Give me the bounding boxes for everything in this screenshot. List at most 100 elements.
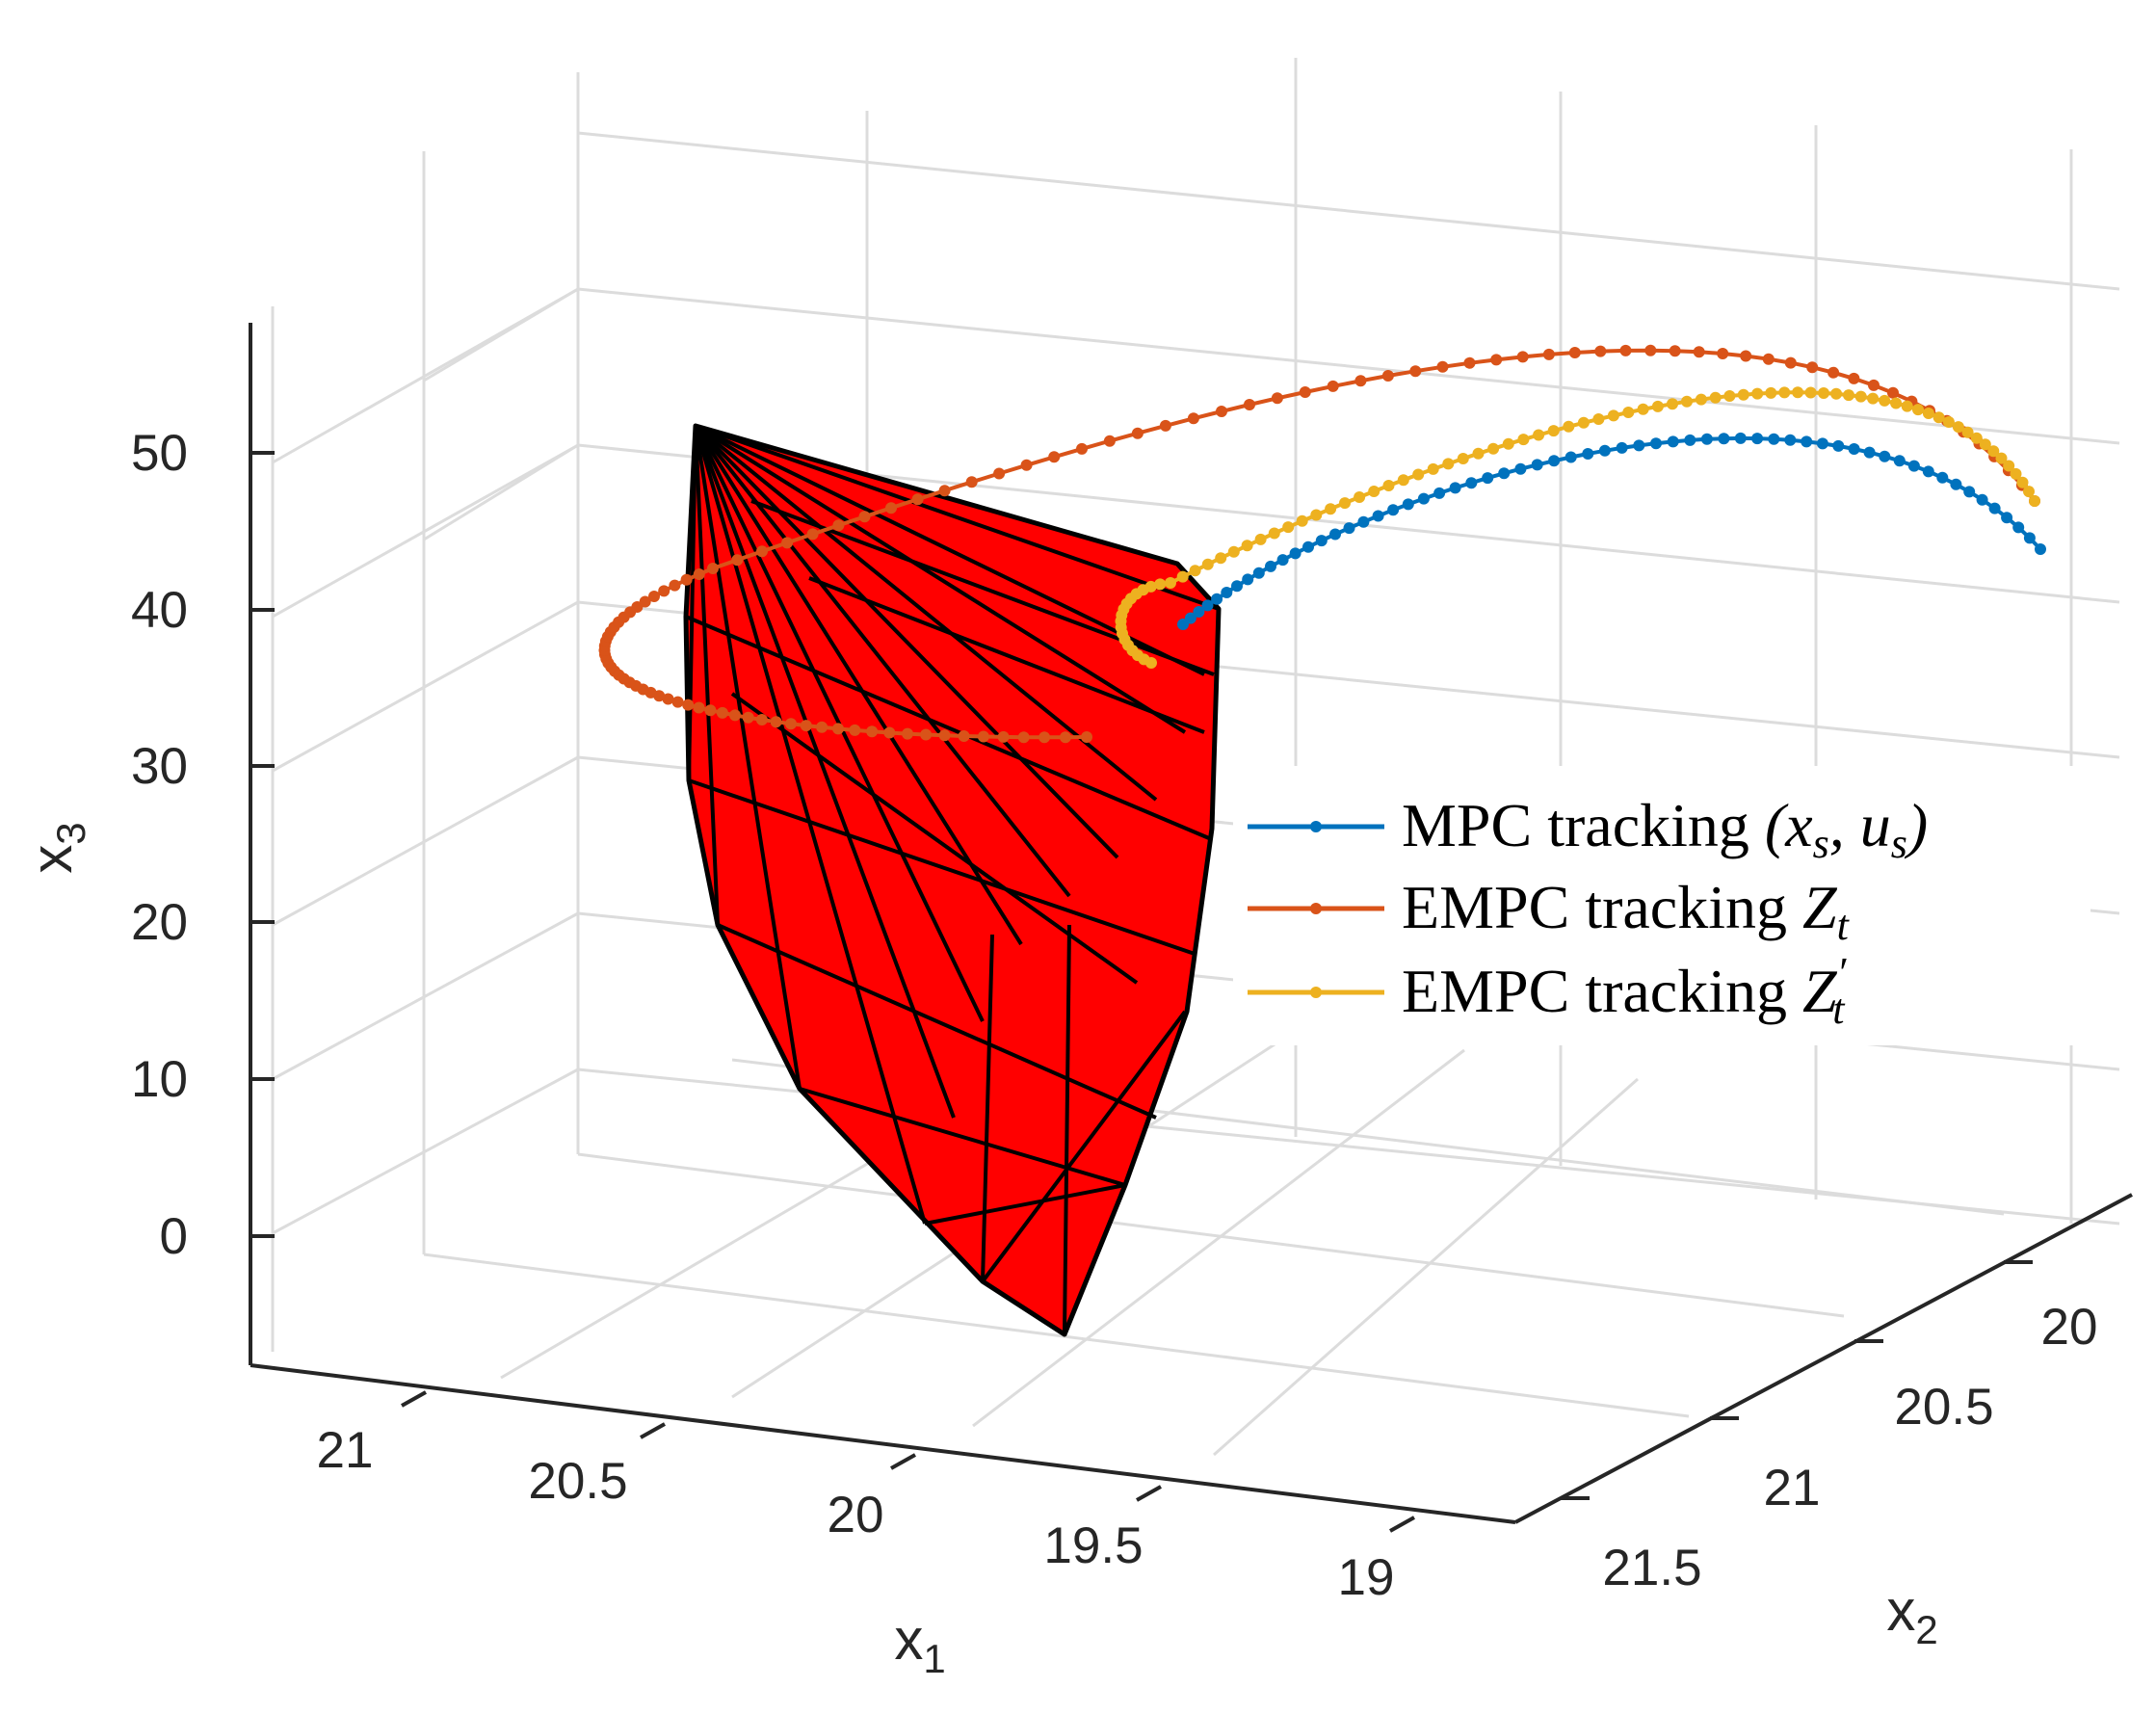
series-point-1 xyxy=(1020,459,1033,471)
series-point-1 xyxy=(1868,379,1880,391)
series-point-2 xyxy=(2016,476,2029,488)
series-point-1 xyxy=(1644,344,1657,356)
series-point-0 xyxy=(1768,433,1780,445)
grid-line xyxy=(423,287,579,382)
series-point-2 xyxy=(1517,434,1530,446)
series-point-1 xyxy=(997,730,1010,743)
series-point-0 xyxy=(1650,437,1662,450)
series-point-2 xyxy=(1215,552,1227,565)
series-point-0 xyxy=(1465,477,1478,489)
series-point-2 xyxy=(1778,386,1791,399)
surface-edge xyxy=(687,425,697,781)
series-point-0 xyxy=(2012,521,2025,534)
series-point-2 xyxy=(1854,390,1867,403)
x3-tick-label: 10 xyxy=(131,1051,188,1108)
legend-label-empc-zt: EMPC tracking Zt xyxy=(1402,873,1851,949)
series-point-2 xyxy=(1723,390,1736,402)
x3-tick-label: 40 xyxy=(131,582,188,639)
series-point-1 xyxy=(756,545,768,558)
series-point-1 xyxy=(671,696,684,708)
series-point-0 xyxy=(1514,462,1527,475)
series-point-0 xyxy=(1343,522,1355,535)
series-point-1 xyxy=(1299,386,1311,398)
grid-line xyxy=(1213,1077,1639,1457)
series-point-0 xyxy=(1252,567,1265,579)
series-point-1 xyxy=(965,476,978,488)
x1-tick-label: 19.5 xyxy=(1043,1517,1143,1574)
series-point-1 xyxy=(1568,347,1581,358)
series-point-1 xyxy=(1619,344,1632,356)
series-point-1 xyxy=(1490,354,1503,366)
series-point-1 xyxy=(1131,427,1144,439)
x1-axis-line xyxy=(250,1363,1516,1524)
series-point-1 xyxy=(958,730,970,742)
surface-edge xyxy=(1063,924,1071,1335)
series-point-1 xyxy=(729,709,741,722)
series-point-0 xyxy=(1922,465,1934,478)
series-point-2 xyxy=(1695,393,1707,406)
series-point-2 xyxy=(1890,397,1903,409)
x3-tick-label: 20 xyxy=(131,894,188,951)
series-point-1 xyxy=(849,724,861,736)
grid-line xyxy=(972,1048,1465,1428)
series-point-2 xyxy=(1310,509,1323,521)
legend-marker-mpc xyxy=(1310,821,1322,832)
series-point-0 xyxy=(1907,460,1920,472)
series-point-2 xyxy=(1879,394,1891,407)
series-point-1 xyxy=(1463,356,1476,369)
series-point-0 xyxy=(1684,434,1696,446)
series-point-0 xyxy=(1417,492,1430,505)
axes xyxy=(249,323,2133,1524)
series-point-2 xyxy=(1804,386,1817,399)
series-point-1 xyxy=(883,726,896,739)
series-point-0 xyxy=(1988,502,2001,514)
series-point-0 xyxy=(1387,504,1400,516)
series-point-2 xyxy=(1922,408,1934,419)
series-point-1 xyxy=(902,727,913,740)
series-point-2 xyxy=(1987,445,2000,458)
series-point-0 xyxy=(1863,446,1876,459)
series-point-2 xyxy=(1368,486,1380,497)
series-point-1 xyxy=(1244,399,1255,410)
series-point-0 xyxy=(1372,510,1384,522)
series-point-1 xyxy=(1436,360,1449,373)
x2-tick-labels: 20 20.5 21 21.5 xyxy=(1561,1260,2097,1596)
series-point-0 xyxy=(1302,541,1314,553)
series-point-1 xyxy=(1542,348,1555,360)
surface-edge xyxy=(688,778,1196,956)
series-point-0 xyxy=(1751,433,1764,445)
series-point-1 xyxy=(1327,380,1339,392)
surface-edge xyxy=(694,425,956,1119)
series-point-2 xyxy=(1667,398,1678,410)
series-point-2 xyxy=(1282,521,1295,534)
x2-axis-label: x2 xyxy=(1886,1578,1937,1652)
series-point-1 xyxy=(800,720,812,732)
series-point-0 xyxy=(1548,455,1561,467)
x1-tick-mark xyxy=(1389,1516,1415,1533)
legend-label-mpc: MPC tracking (xs, us) xyxy=(1402,791,1928,867)
series-point-0 xyxy=(1201,599,1214,612)
series-point-2 xyxy=(1952,421,1964,434)
series-point-0 xyxy=(2035,543,2046,555)
series-point-2 xyxy=(1533,429,1545,441)
series-point-1 xyxy=(993,467,1006,480)
series-point-2 xyxy=(1189,565,1201,577)
series-point-1 xyxy=(755,714,768,725)
series-point-1 xyxy=(731,554,744,567)
series-point-1 xyxy=(1381,370,1394,382)
series-point-2 xyxy=(2003,460,2015,472)
surface-edge xyxy=(694,425,720,926)
series-point-0 xyxy=(1242,573,1254,586)
series-point-2 xyxy=(2029,495,2040,507)
series-point-1 xyxy=(704,704,717,717)
x1-tick-mark xyxy=(401,1390,427,1408)
x2-tick-label: 20.5 xyxy=(1894,1379,1993,1436)
series-point-1 xyxy=(832,519,845,532)
series-point-2 xyxy=(1607,409,1619,422)
series-point-2 xyxy=(1830,387,1843,400)
series-point-0 xyxy=(1616,441,1628,454)
grid-line xyxy=(577,287,2120,445)
series-point-1 xyxy=(1693,346,1705,358)
series-point-1 xyxy=(1409,365,1422,378)
series-point-1 xyxy=(1827,366,1840,379)
